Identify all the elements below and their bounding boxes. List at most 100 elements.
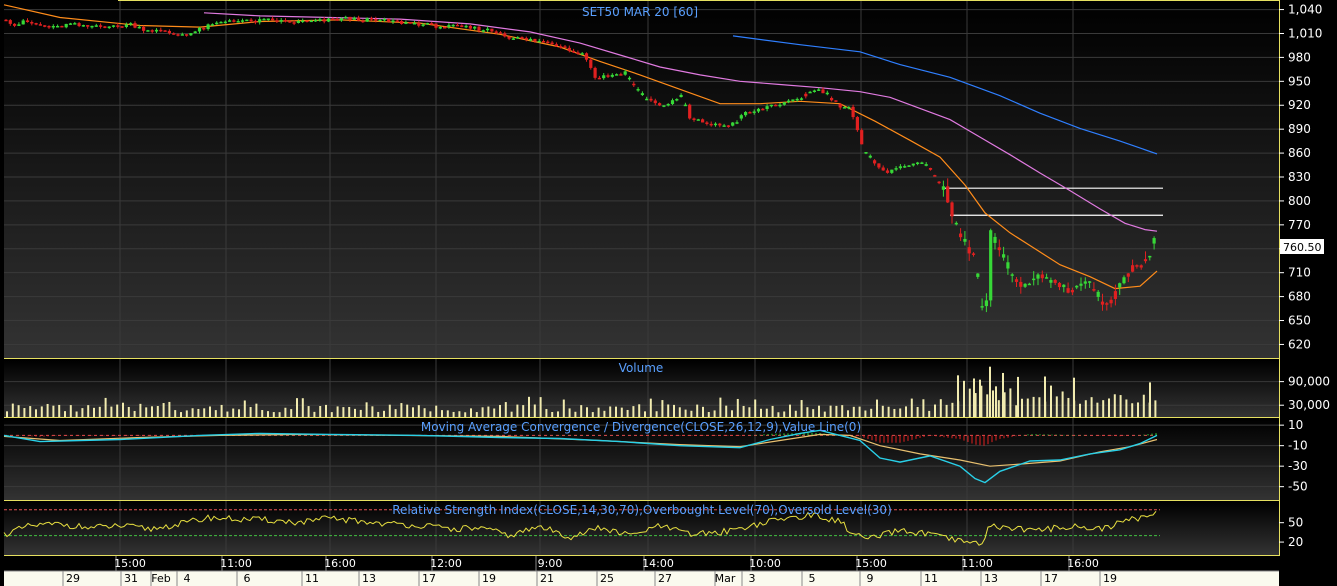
candle-down [550,42,554,45]
candle-up [735,122,739,124]
candle-down [305,20,309,22]
candle-down [718,123,722,126]
candle-up [425,23,429,25]
candle-down [748,112,752,114]
candle-down [838,103,842,108]
time-label: 12:00 [430,557,462,570]
candle-down [597,77,601,80]
date-label: 13 [362,572,376,585]
candle-up [1122,277,1126,284]
date-label: 19 [482,572,496,585]
candle-down [374,19,378,21]
candle-up [189,33,193,36]
candle-up [894,168,898,170]
candle-down [460,25,464,28]
candle-down [1070,290,1074,293]
date-label: 17 [1044,572,1058,585]
candle-down [804,93,808,97]
date-label: Feb [151,572,170,585]
price-chart-title: SET50 MAR 20 [60] [582,5,698,19]
candle-down [855,117,859,131]
candle-up [481,30,485,32]
candle-down [692,118,696,120]
candle-down [60,25,64,28]
price-axis-label: 1,040 [1288,3,1322,17]
candle-down [1053,280,1057,283]
candle-up [791,99,795,101]
candle-up [219,21,223,24]
candle-up [615,74,619,76]
candle-down [167,30,171,34]
candle-up [1049,280,1053,283]
candle-down [709,123,713,126]
candle-up [890,169,894,173]
candle-up [516,37,520,39]
candle-down [1105,303,1109,305]
candle-up [180,34,184,36]
candle-up [713,123,718,126]
grid-lines [4,1,1279,555]
date-label: 5 [809,572,816,585]
candle-up [954,222,958,225]
candle-up [795,98,799,101]
date-label: 31 [124,572,138,585]
candle-down [43,25,47,27]
candle-down [567,47,571,51]
candle-up [1083,281,1087,284]
candle-up [817,89,821,91]
candle-down [653,100,657,104]
candle-up [903,166,907,168]
candle-down [77,23,81,27]
candle-down [1113,291,1117,299]
candle-down [701,119,705,123]
macd-signal-line [3,433,1158,467]
candle-up [447,25,451,28]
candle-down [834,100,838,102]
candle-down [283,20,288,22]
candle-up [602,75,606,79]
candle-up [197,27,202,32]
date-label: 9 [867,572,874,585]
candle-up [1088,281,1092,283]
candle-down [395,20,399,23]
candle-down [1019,281,1023,287]
candle-up [941,186,945,190]
candle-down [946,186,950,203]
date-label: 17 [422,572,436,585]
last-price-tag: 760.50 [1283,241,1322,254]
candle-down [873,160,877,164]
candle-up [404,22,408,24]
candle-down [1040,274,1044,279]
time-label: 15:00 [855,557,887,570]
candle-down [25,20,30,23]
candle-down [971,253,976,255]
candle-down [563,46,567,48]
candle-up [722,125,726,127]
price-axis-label: 920 [1288,98,1311,112]
candle-down [606,75,610,77]
price-axis-label: 650 [1288,314,1311,328]
candle-up [438,27,442,29]
candle-down [417,22,421,26]
candle-down [120,26,124,28]
candle-down [959,233,963,238]
candle-up [279,20,283,22]
candle-up [683,104,687,107]
candle-up [752,111,756,113]
candle-up [765,106,769,109]
panel-borders [4,0,1280,556]
last-price-tag-bg [1280,239,1324,254]
rsi-line [3,510,1157,546]
candle-up [744,112,748,116]
candle-up [984,300,988,307]
volume-panel-title: Volume [619,361,664,375]
price-axis-label: 1,010 [1288,26,1322,40]
candle-down [288,21,292,23]
candle-up [137,26,141,29]
date-label: 13 [984,572,998,585]
ma-long-line [732,35,1158,155]
candle-up [94,25,98,27]
candle-up [451,24,455,27]
candle-up [51,25,55,28]
candle-up [916,162,920,165]
